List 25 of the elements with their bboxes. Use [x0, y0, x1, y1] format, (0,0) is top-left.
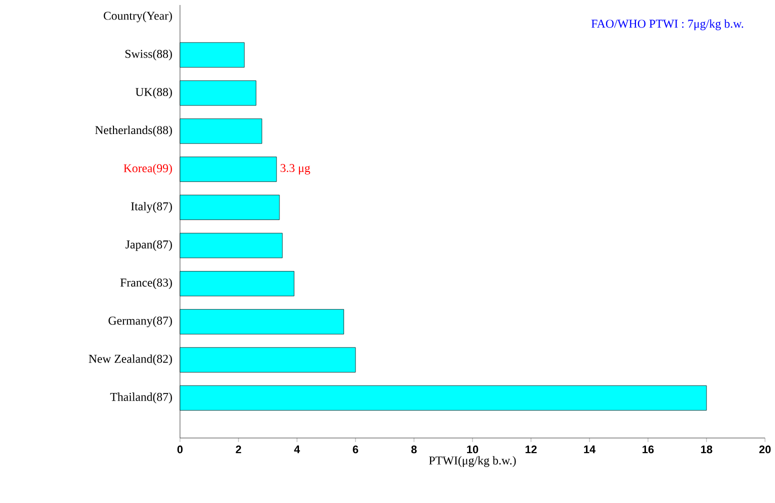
- x-tick-label: 18: [701, 446, 712, 454]
- x-tick-label: 8: [411, 446, 417, 454]
- x-tick-label: 12: [526, 446, 537, 454]
- y-tick-label: New Zealand(82): [88, 354, 172, 366]
- y-tick-label: Korea(99): [124, 164, 172, 175]
- x-tick-label: 14: [584, 446, 596, 454]
- y-tick-label: UK(88): [136, 88, 172, 98]
- y-tick-label: France(83): [120, 278, 172, 290]
- x-tick-label: 2: [236, 446, 242, 454]
- y-tick-label: Germany(87): [108, 316, 172, 328]
- x-tick-label: 20: [759, 446, 771, 454]
- x-tick-label: 16: [642, 446, 654, 454]
- x-tick-label: 6: [352, 446, 358, 454]
- annotation: FAO/WHO PTWI : 7μg/kg b.w.: [591, 19, 744, 30]
- y-axis-title: Country(Year): [104, 11, 172, 22]
- y-tick-label: Japan(87): [126, 240, 172, 251]
- x-tick-label: 0: [177, 446, 183, 454]
- y-tick-label: Italy(87): [131, 202, 172, 213]
- x-tick-label: 10: [467, 446, 478, 454]
- y-tick-label: Thailand(87): [110, 392, 172, 404]
- y-tick-label: Netherlands(88): [95, 126, 172, 137]
- x-axis-title: PTWI(μg/kg b.w.): [429, 456, 516, 467]
- data-label: 3.3 μg: [280, 164, 310, 175]
- y-tick-label: Swiss(88): [125, 50, 172, 60]
- x-tick-label: 4: [294, 446, 300, 454]
